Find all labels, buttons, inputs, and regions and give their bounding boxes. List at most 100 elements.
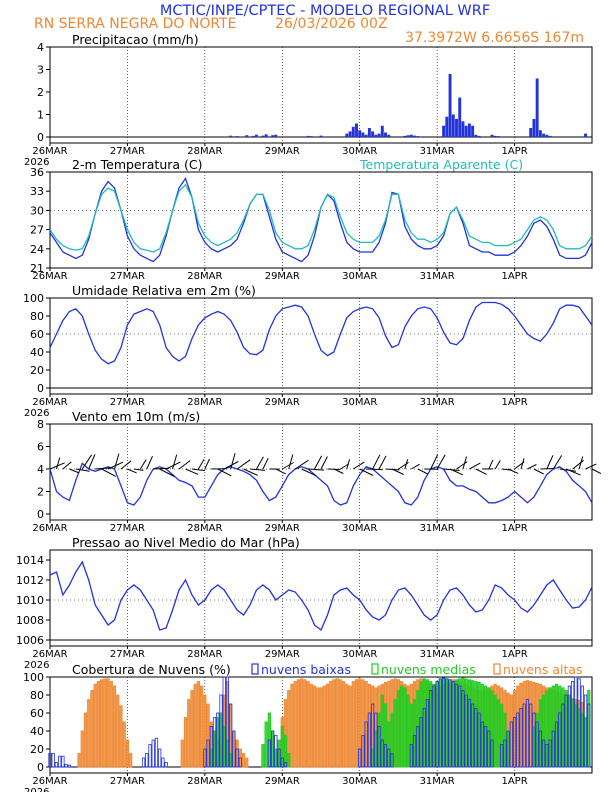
- temp-xtick-label: 26MAR: [32, 271, 67, 282]
- wind-vector: [217, 468, 232, 477]
- wind-vector: [95, 467, 111, 470]
- clouds-year-label: 2026: [24, 787, 49, 792]
- precip-bar: [493, 135, 497, 137]
- cloud-bar-nuvens-baixas: [367, 712, 372, 768]
- cloud-bar-nuvens-altas: [325, 683, 330, 768]
- precip-bar: [467, 123, 471, 137]
- wind-vector: [417, 468, 428, 475]
- precip-ytick-label: 3: [37, 64, 44, 77]
- wind-vector: [552, 455, 563, 470]
- slp-series-1-line: [49, 560, 593, 632]
- wind-xtick-label: 31MAR: [420, 523, 455, 534]
- temp-title: 2-m Temperatura (C): [72, 157, 203, 172]
- precip-bar: [532, 119, 536, 137]
- cloud-bar-nuvens-baixas: [235, 748, 239, 768]
- wind-ytick-label: 4: [37, 463, 44, 476]
- cloud-bar-nuvens-baixas: [51, 753, 55, 768]
- cloud-bar-nuvens-altas: [193, 683, 197, 768]
- precip-bar: [409, 134, 413, 137]
- cloud-bar-nuvens-baixas: [390, 753, 394, 768]
- cloud-bar-nuvens-baixas: [577, 678, 581, 768]
- cloud-bar-nuvens-baixas: [464, 694, 468, 768]
- wind-vector: [456, 461, 468, 470]
- precip-bar: [351, 126, 355, 137]
- wind-vector: [294, 459, 309, 470]
- cloud-bar-nuvens-altas: [296, 679, 301, 768]
- wind-vector: [230, 453, 236, 470]
- cloud-bar-nuvens-altas: [332, 679, 336, 768]
- rh-xtick-label: 1APR: [501, 397, 527, 408]
- cloud-bar-nuvens-baixas: [374, 712, 378, 768]
- temp-ytick-label: 21: [30, 262, 44, 275]
- wind-vector: [462, 456, 467, 470]
- cloud-bar-nuvens-baixas: [232, 730, 236, 768]
- cloud-bar-nuvens-baixas: [270, 730, 275, 768]
- cloud-bar-nuvens-baixas: [422, 708, 426, 768]
- clouds-ytick-label: 80: [30, 689, 44, 702]
- precip-bar: [358, 130, 362, 137]
- precip-bar: [448, 74, 452, 137]
- rh-ytick-label: 40: [30, 346, 44, 359]
- clouds-ytick-label: 20: [30, 743, 44, 756]
- clouds-xtick-label: 26MAR: [32, 776, 67, 787]
- rh-series-1-line: [49, 301, 593, 365]
- precip-bar: [261, 135, 265, 137]
- rh-xtick-label: 26MAR: [32, 397, 67, 408]
- cloud-bar-nuvens-altas: [183, 717, 188, 768]
- cloud-bar-nuvens-baixas: [487, 730, 491, 768]
- wind-vector: [565, 468, 581, 476]
- slp-ytick-label: 1010: [16, 594, 44, 607]
- clouds-frame: [49, 676, 593, 774]
- cloud-bar-nuvens-baixas: [474, 708, 478, 768]
- precip-xtick-label: 29MAR: [265, 146, 300, 157]
- cloud-bar-nuvens-baixas: [587, 703, 591, 768]
- cloud-bar-nuvens-altas: [77, 753, 81, 768]
- rh-ytick-label: 20: [30, 364, 44, 377]
- cloud-bar-nuvens-altas: [96, 681, 101, 768]
- cloud-bar-nuvens-baixas: [535, 721, 539, 768]
- cloud-bar-nuvens-baixas: [545, 744, 549, 768]
- cloud-bar-nuvens-baixas: [525, 699, 530, 768]
- wind-vector: [359, 468, 374, 476]
- coords-label: 37.3972W 6.6656S 167m: [405, 30, 584, 46]
- wind-vectors: [49, 453, 602, 477]
- cloud-bar-nuvens-baixas: [448, 679, 452, 768]
- precip-ytick-label: 4: [37, 41, 44, 54]
- cloud-bar-nuvens-baixas: [477, 712, 481, 768]
- precip-bar: [355, 123, 358, 137]
- cloud-bar-nuvens-altas: [341, 681, 346, 768]
- precip-ytick-label: 0: [37, 131, 44, 144]
- precip-bar: [529, 128, 533, 137]
- wind-vector: [469, 462, 481, 470]
- cloud-bar-nuvens-altas: [125, 739, 130, 768]
- cloud-bar-nuvens-baixas: [280, 757, 284, 768]
- cloud-bar-nuvens-baixas: [429, 690, 433, 768]
- wind-vector: [404, 459, 409, 470]
- cloud-bar-nuvens-altas: [300, 678, 304, 768]
- wind-vector: [494, 460, 501, 470]
- precip-xtick-label: 30MAR: [342, 146, 377, 157]
- wind-vector: [527, 464, 537, 470]
- cloud-bar-nuvens-baixas: [564, 694, 568, 768]
- page-title: MCTIC/INPE/CPTEC - MODELO REGIONAL WRF: [160, 3, 490, 19]
- temp-xtick-label: 29MAR: [265, 271, 300, 282]
- cloud-bar-nuvens-altas: [112, 685, 117, 768]
- precip-bar: [548, 135, 552, 137]
- cloud-bar-nuvens-baixas: [512, 717, 517, 768]
- temp-xtick-label: 30MAR: [342, 271, 377, 282]
- temp-xtick-label: 27MAR: [110, 271, 145, 282]
- cloud-bar-nuvens-altas: [335, 678, 339, 768]
- cloud-bar-nuvens-medias: [403, 687, 407, 768]
- wind-vector: [378, 455, 387, 470]
- rh-xtick-label: 30MAR: [342, 397, 377, 408]
- location-label: RN SERRA NEGRA DO NORTE: [34, 16, 237, 32]
- precip-bar: [235, 136, 239, 137]
- precip-bar: [387, 134, 391, 137]
- clouds-title: Cobertura de Nuvens (%): [72, 662, 231, 677]
- cloud-bar-nuvens-medias: [406, 694, 410, 768]
- temp-legend-apparent: Temperatura Aparente (C): [359, 157, 523, 172]
- cloud-bar-nuvens-altas: [319, 687, 323, 768]
- cloud-bar-nuvens-baixas: [558, 712, 562, 768]
- cloud-bar-nuvens-baixas: [216, 712, 220, 768]
